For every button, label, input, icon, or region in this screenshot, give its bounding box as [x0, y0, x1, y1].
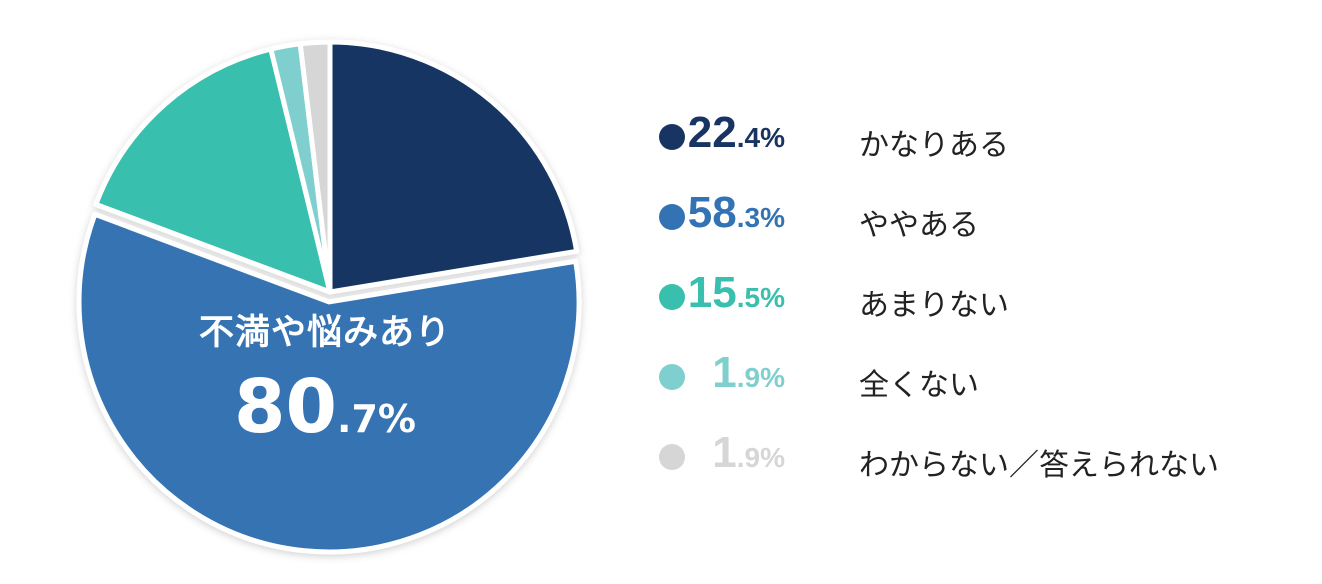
legend-value-int: 22 [687, 108, 737, 157]
legend-item: 1.9% 全くない [655, 346, 1305, 406]
pie-slice-5 [297, 39, 333, 295]
legend-label: ややある [859, 208, 979, 243]
legend-value-dec: .5% [736, 282, 785, 313]
legend-dot [659, 444, 685, 470]
legend-dot [659, 204, 685, 230]
legend-value-dec: .4% [736, 122, 785, 153]
legend-value-dec: .3% [736, 202, 785, 233]
legend-label: かなりある [859, 128, 1009, 163]
legend-value: 15.5% [688, 268, 785, 318]
legend-item: 22.4% かなりある [655, 106, 1305, 166]
legend-dot [659, 364, 685, 390]
pie-slice-1 [327, 39, 580, 295]
center-value-dec: .7% [337, 397, 416, 441]
legend-value-dec: .9% [736, 442, 785, 473]
pie-slice-2 [76, 211, 582, 555]
legend-value: 1.9% [712, 428, 785, 478]
legend-item: 15.5% あまりない [655, 266, 1305, 326]
legend-item: 58.3% ややある [655, 186, 1305, 246]
legend-dot [659, 124, 685, 150]
legend-value-int: 1 [712, 348, 737, 397]
legend-value-int: 58 [687, 188, 737, 237]
legend-label: わからない／答えられない [859, 448, 1219, 483]
legend-label: あまりない [859, 288, 1009, 323]
pie-slice-3 [93, 46, 333, 295]
legend-value: 58.3% [688, 188, 785, 238]
pie-chart [76, 39, 582, 555]
legend-item: 1.9% わからない／答えられない [655, 426, 1305, 486]
legend-value: 1.9% [712, 348, 785, 398]
legend-value: 22.4% [688, 108, 785, 158]
legend-dot [659, 284, 685, 310]
legend-value-int: 1 [712, 428, 737, 477]
legend-label: 全くない [859, 368, 979, 403]
legend-value-dec: .9% [736, 362, 785, 393]
legend-value-int: 15 [687, 268, 737, 317]
center-label: 不満や悩みあり [198, 313, 451, 353]
center-value-int: 80 [234, 364, 338, 450]
center-value: 80.7% [150, 370, 500, 444]
